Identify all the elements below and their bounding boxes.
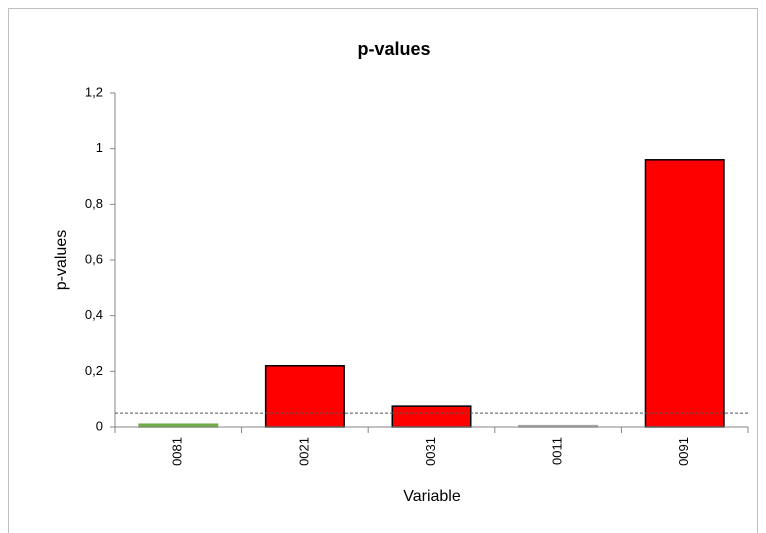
chart-frame (8, 8, 758, 533)
x-tick-label: 0031 (423, 437, 438, 466)
y-tick-label: 0 (96, 418, 103, 433)
y-axis-label: p-values (53, 230, 70, 290)
x-tick-label: 0011 (550, 437, 565, 465)
x-tick-label: 0091 (676, 437, 691, 466)
y-tick-label: 0,6 (85, 251, 103, 266)
y-tick-label: 0,4 (85, 307, 103, 322)
y-tick-label: 0,2 (85, 363, 103, 378)
x-tick-label: 0021 (296, 437, 311, 466)
x-axis-label: Variable (403, 488, 461, 505)
y-tick-label: 1 (96, 140, 103, 155)
y-tick-label: 1,2 (85, 84, 103, 99)
y-tick-label: 0,8 (85, 196, 103, 211)
chart-title: p-values (357, 39, 430, 59)
bar (391, 405, 472, 428)
bar (644, 159, 725, 428)
bar (264, 365, 345, 428)
x-tick-label: 0081 (170, 437, 185, 466)
